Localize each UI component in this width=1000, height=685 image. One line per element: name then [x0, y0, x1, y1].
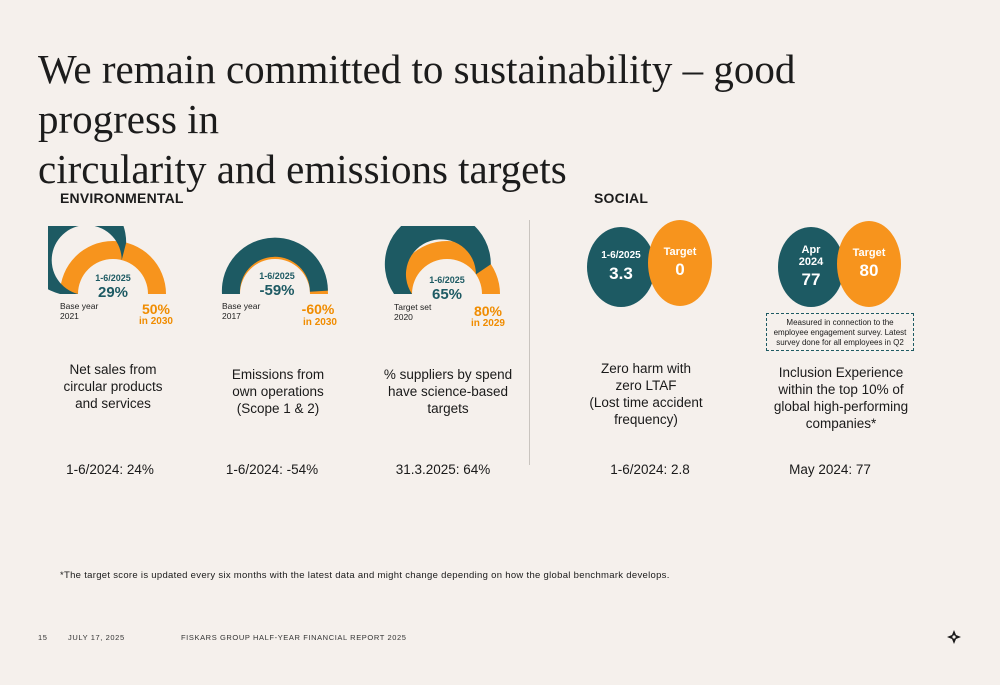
gauge-base-year: Base year 2017	[222, 301, 261, 321]
metric-description: Zero harm with zero LTAF (Lost time accide…	[589, 361, 703, 427]
gauge-suppliers: 1-6/2025 65% Target set 2020 80% in 2029	[382, 226, 512, 336]
gauge-target-value: 50%	[141, 301, 171, 317]
gauge-base-year: Base year 2021	[60, 301, 99, 321]
gauge-arc	[384, 226, 500, 294]
footnote: *The target score is updated every six m…	[60, 570, 670, 581]
page-title: We remain committed to sustainability – …	[38, 44, 938, 194]
gauge-target-year: in 2030	[139, 316, 173, 327]
gauge-progress-arc	[221, 237, 328, 294]
current-value-circle: Apr 2024 77	[778, 227, 844, 307]
title-line-2: circularity and emissions targets	[38, 146, 567, 192]
previous-value: 1-6/2024: 24%	[66, 462, 154, 477]
previous-value: May 2024: 77	[789, 462, 871, 477]
previous-value: 31.3.2025: 64%	[395, 462, 491, 477]
target-value-circle: Target 80	[837, 221, 901, 307]
report-name: FISKARS GROUP HALF-YEAR FINANCIAL REPORT…	[181, 633, 407, 642]
environmental-heading: ENVIRONMENTAL	[60, 190, 184, 206]
gauge-target-value: 80%	[473, 303, 503, 319]
gauge-period-label: 1-6/2025	[95, 273, 131, 283]
metric-description: % suppliers by spend have science-based ta…	[383, 367, 513, 416]
survey-note: Measured in connection to the employee e…	[766, 313, 914, 351]
gauge-emissions: 1-6/2025 -59% Base year 2017 -60% in 2030	[210, 226, 340, 336]
page-number: 15	[38, 633, 48, 642]
report-date: JULY 17, 2025	[68, 633, 125, 642]
gauge-target-year: in 2029	[471, 318, 505, 329]
fiskars-diamond-icon	[947, 630, 961, 644]
title-line-1: We remain committed to sustainability – …	[38, 46, 796, 142]
gauge-target-value: -60%	[301, 301, 335, 317]
target-value-circle: Target 0	[648, 220, 712, 306]
metric-description: Emissions from own operations (Scope 1 & 2…	[231, 367, 325, 416]
gauge-target-year: in 2030	[303, 317, 337, 328]
section-divider	[529, 220, 530, 465]
gauge-target-arc	[60, 241, 166, 294]
gauge-period-label: 1-6/2025	[429, 275, 465, 285]
previous-value: 1-6/2024: -54%	[225, 462, 319, 477]
metric-description: Inclusion Experience within the top 10% o…	[773, 365, 909, 431]
current-value-circle: 1-6/2025 3.3	[587, 227, 655, 307]
gauge-period-label: 1-6/2025	[259, 271, 295, 281]
gauge-arc	[221, 237, 328, 294]
gauge-progress-arc	[384, 226, 491, 294]
gauge-progress-arc	[48, 226, 127, 294]
social-heading: SOCIAL	[594, 190, 649, 206]
metric-description: Net sales from circular products and servi…	[63, 362, 163, 411]
gauge-current-value: 29%	[97, 284, 129, 301]
gauge-arc	[48, 226, 166, 294]
gauge-base-year: Target set 2020	[394, 302, 432, 322]
previous-value: 1-6/2024: 2.8	[610, 462, 690, 477]
gauge-current-value: 65%	[431, 286, 463, 303]
gauge-circular-net-sales: 1-6/2025 29% Base year 2021 50% in 2030	[48, 226, 178, 336]
gauge-current-value: -59%	[259, 282, 295, 299]
